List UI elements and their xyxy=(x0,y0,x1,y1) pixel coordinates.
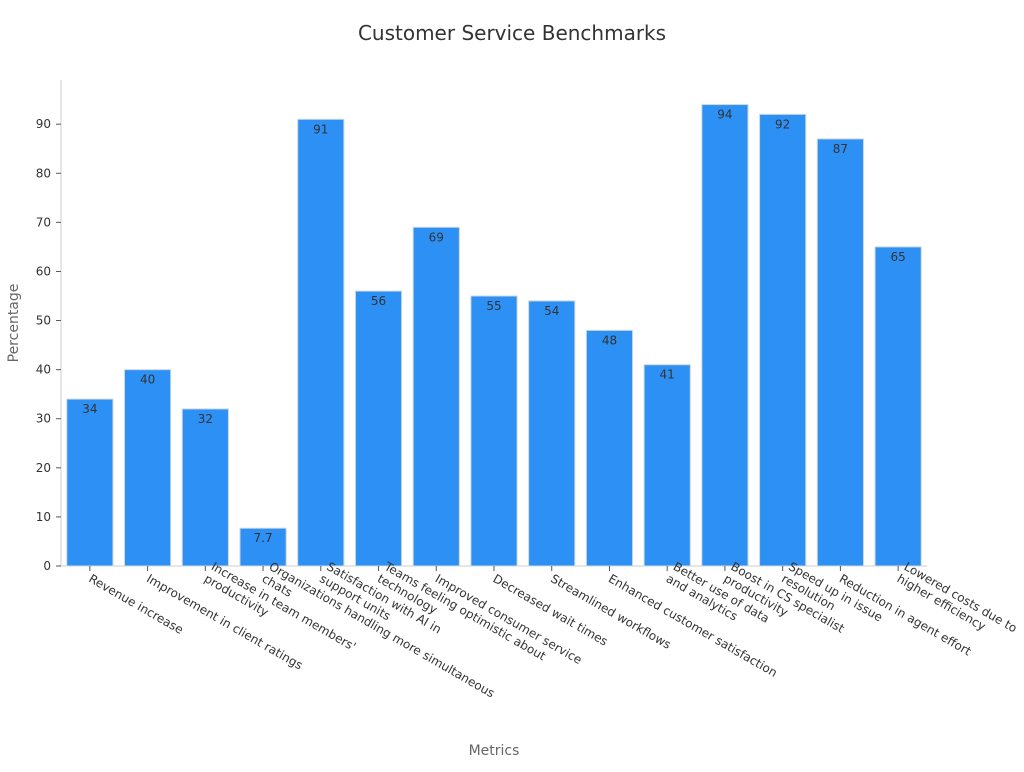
bar-value-label: 55 xyxy=(486,299,501,313)
y-tick-label: 50 xyxy=(36,314,51,328)
bar xyxy=(701,104,749,567)
x-tick-label-line: Revenue increase xyxy=(86,571,185,636)
y-tick-label: 0 xyxy=(43,559,51,573)
bar-value-label: 69 xyxy=(429,230,444,244)
bar-value-label: 32 xyxy=(198,412,213,426)
x-tick-label: Teams feeling optimistic abouttechnology xyxy=(374,559,548,676)
bars xyxy=(66,104,922,567)
y-axis-label: Percentage xyxy=(6,284,22,363)
bar-value-label: 91 xyxy=(313,122,328,136)
y-tick-label: 70 xyxy=(36,215,51,229)
bar-value-label: 54 xyxy=(544,304,559,318)
value-labels: 34 40 32 7.7 91 56 69 55 54 48 41 94 92 87 65 xyxy=(82,108,906,546)
y-tick-label: 20 xyxy=(36,461,51,475)
x-tick-label-text: Lowered costs due tohigher efficiency xyxy=(895,559,1020,647)
chart-title: Customer Service Benchmarks xyxy=(358,21,666,45)
y-tick-labels: 0 10 20 30 40 50 60 70 80 90 xyxy=(36,117,61,573)
bar xyxy=(470,295,518,567)
bar-value-label: 40 xyxy=(140,373,155,387)
bar-value-label: 56 xyxy=(371,294,386,308)
bar-value-label: 87 xyxy=(833,142,848,156)
y-tick-label: 30 xyxy=(36,412,51,426)
bar-value-label: 94 xyxy=(717,108,732,122)
bar xyxy=(528,300,576,567)
bar xyxy=(759,113,807,567)
y-tick-label: 80 xyxy=(36,166,51,180)
bar-value-label: 34 xyxy=(82,402,97,416)
y-tick-label: 10 xyxy=(36,510,51,524)
x-tick-label: Lowered costs due tohigher efficiency xyxy=(895,559,1020,647)
x-tick-label-text: Teams feeling optimistic abouttechnology xyxy=(374,559,548,676)
bar xyxy=(874,246,922,567)
x-tick-label: Revenue increase xyxy=(86,571,185,636)
bar xyxy=(297,118,345,567)
bar xyxy=(239,527,287,567)
bar xyxy=(412,226,460,567)
bar xyxy=(585,329,634,567)
bar-value-label: 92 xyxy=(775,117,790,131)
y-tick-label: 40 xyxy=(36,363,51,377)
x-axis-label: Metrics xyxy=(469,743,520,759)
bar xyxy=(643,364,691,567)
bar xyxy=(124,369,172,567)
bar xyxy=(816,138,864,567)
y-tick-label: 60 xyxy=(36,264,51,278)
bar xyxy=(354,290,403,567)
bar xyxy=(181,408,229,567)
y-tick-label: 90 xyxy=(36,117,51,131)
x-tick-label-text: Revenue increase xyxy=(86,571,185,636)
bar-value-label: 7.7 xyxy=(254,531,273,545)
bar-value-label: 65 xyxy=(890,250,905,264)
bar-value-label: 41 xyxy=(660,368,675,382)
bar xyxy=(66,398,114,567)
bar-value-label: 48 xyxy=(602,333,617,347)
